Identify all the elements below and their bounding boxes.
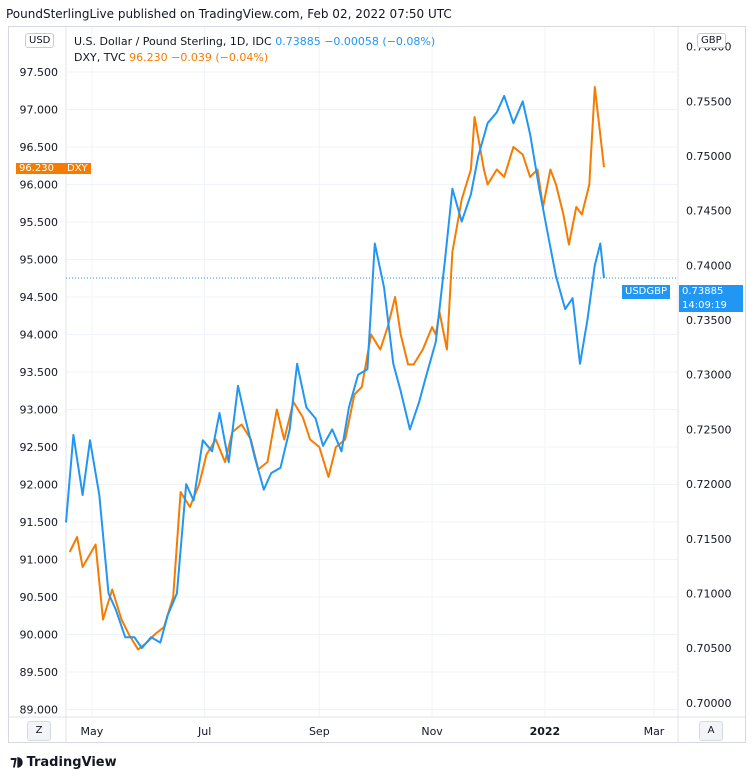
left-axis-tick-label: 95.000 bbox=[20, 254, 59, 267]
right-axis-tick-label: 0.71500 bbox=[686, 533, 732, 546]
publisher-header: PoundSterlingLive published on TradingVi… bbox=[6, 7, 452, 21]
x-axis-tick-label: 2022 bbox=[530, 725, 561, 738]
legend-dxy: DXY, TVC 96.230 −0.039 (−0.04%) bbox=[74, 50, 435, 66]
left-axis-tick-label: 97.500 bbox=[20, 66, 59, 79]
left-axis-tick-label: 90.000 bbox=[20, 629, 59, 642]
left-axis-tick-label: 92.000 bbox=[20, 479, 59, 492]
legend-usdgbp-label: U.S. Dollar / Pound Sterling, 1D, IDC bbox=[74, 35, 272, 48]
left-axis-tick-label: 89.500 bbox=[20, 666, 59, 679]
left-axis-tick-label: 91.500 bbox=[20, 516, 59, 529]
usdgbp-name-tag: USDGBP bbox=[622, 285, 671, 299]
series-line-usdgbp[interactable] bbox=[65, 94, 605, 650]
left-axis-tick-label: 95.500 bbox=[20, 216, 59, 229]
tradingview-mark-icon: ⁊◗ bbox=[10, 754, 24, 770]
tradingview-logo[interactable]: ⁊◗ TradingView bbox=[10, 754, 117, 770]
legend-usdgbp-value: 0.73885 bbox=[275, 35, 321, 48]
auto-scale-button[interactable]: A bbox=[699, 721, 723, 741]
chart-frame[interactable] bbox=[8, 26, 746, 743]
right-axis-tick-label: 0.70500 bbox=[686, 642, 732, 655]
series-line-dxy[interactable] bbox=[68, 86, 605, 651]
x-axis-tick-label: Sep bbox=[309, 725, 330, 738]
left-axis-tick-label: 94.500 bbox=[20, 291, 59, 304]
right-axis-unit[interactable]: GBP bbox=[697, 33, 726, 48]
left-axis-unit[interactable]: USD bbox=[25, 33, 55, 48]
usdgbp-price-tag: 0.73885 bbox=[679, 285, 743, 299]
chart-legend: U.S. Dollar / Pound Sterling, 1D, IDC 0.… bbox=[74, 34, 435, 66]
x-axis-tick-label: Nov bbox=[421, 725, 443, 738]
right-axis-tick-label: 0.74000 bbox=[686, 259, 732, 272]
right-axis-tick-label: 0.75500 bbox=[686, 95, 732, 108]
legend-usdgbp: U.S. Dollar / Pound Sterling, 1D, IDC 0.… bbox=[74, 34, 435, 50]
x-axis-tick-label: May bbox=[81, 725, 104, 738]
left-axis-tick-label: 91.000 bbox=[20, 554, 59, 567]
usdgbp-countdown-tag: 14:09:19 bbox=[679, 299, 743, 312]
right-axis-tick-label: 0.73500 bbox=[686, 314, 732, 327]
right-axis-tick-label: 0.73000 bbox=[686, 369, 732, 382]
legend-usdgbp-change: −0.00058 (−0.08%) bbox=[324, 35, 436, 48]
left-axis-tick-label: 96.500 bbox=[20, 141, 59, 154]
zoom-button[interactable]: Z bbox=[27, 721, 51, 741]
left-axis-tick-label: 89.000 bbox=[20, 704, 59, 717]
legend-dxy-value: 96.230 bbox=[129, 51, 168, 64]
right-axis-tick-label: 0.72500 bbox=[686, 423, 732, 436]
legend-dxy-change: −0.039 (−0.04%) bbox=[171, 51, 269, 64]
right-axis-tick-label: 0.70000 bbox=[686, 697, 732, 710]
left-axis-tick-label: 93.500 bbox=[20, 366, 59, 379]
right-axis-tick-label: 0.72000 bbox=[686, 478, 732, 491]
right-axis-tick-label: 0.75000 bbox=[686, 150, 732, 163]
x-axis-tick-label: Jul bbox=[197, 725, 211, 738]
legend-dxy-label: DXY, TVC bbox=[74, 51, 126, 64]
tradingview-brand: TradingView bbox=[26, 754, 117, 770]
left-axis-tick-label: 97.000 bbox=[20, 104, 59, 117]
left-axis-tick-label: 94.000 bbox=[20, 329, 59, 342]
left-axis-tick-label: 96.000 bbox=[20, 179, 59, 192]
right-axis-tick-label: 0.71000 bbox=[686, 587, 732, 600]
dxy-name-tag: DXY bbox=[64, 163, 91, 174]
left-axis-tick-label: 93.000 bbox=[20, 404, 59, 417]
right-axis-tick-label: 0.74500 bbox=[686, 205, 732, 218]
left-axis-tick-label: 90.500 bbox=[20, 591, 59, 604]
x-axis-tick-label: Mar bbox=[644, 725, 665, 738]
dxy-price-tag: 96.230 bbox=[16, 163, 66, 174]
left-axis-tick-label: 92.500 bbox=[20, 441, 59, 454]
